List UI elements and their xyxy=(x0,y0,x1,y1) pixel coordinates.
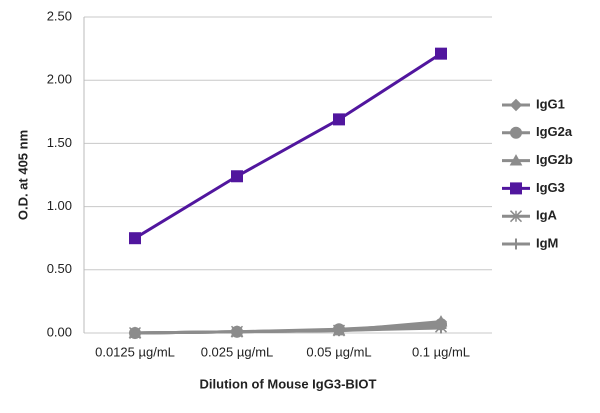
marker xyxy=(435,47,447,60)
series-line xyxy=(134,326,442,335)
legend-label: IgG2b xyxy=(536,152,573,167)
legend-marker xyxy=(509,154,523,166)
y-tick-label: 2.00 xyxy=(47,72,72,87)
marker xyxy=(129,327,141,339)
y-tick-label: 1.00 xyxy=(47,198,72,213)
marker xyxy=(231,326,243,338)
y-axis-label: O.D. at 405 nm xyxy=(15,130,30,220)
marker xyxy=(231,170,243,183)
x-tick-label: 0.025 µg/mL xyxy=(201,344,274,359)
legend-marker xyxy=(510,182,522,195)
marker xyxy=(129,232,141,245)
legend-label: IgA xyxy=(536,208,558,223)
legend-marker xyxy=(509,210,523,223)
marker xyxy=(333,324,345,336)
y-tick-label: 1.50 xyxy=(47,135,72,150)
legend-marker xyxy=(509,98,523,112)
legend-label: IgG2a xyxy=(536,124,573,139)
x-tick-label: 0.1 µg/mL xyxy=(412,344,470,359)
marker xyxy=(333,113,345,126)
y-tick-label: 2.50 xyxy=(47,8,72,23)
legend-marker xyxy=(510,126,522,139)
legend-label: IgM xyxy=(536,235,558,250)
x-axis-label: Dilution of Mouse IgG3-BIOT xyxy=(200,376,377,391)
legend-label: IgG1 xyxy=(536,96,565,111)
legend-label: IgG3 xyxy=(536,180,565,195)
marker xyxy=(435,322,447,334)
series-line xyxy=(134,52,442,240)
y-tick-label: 0.00 xyxy=(47,324,72,339)
x-tick-label: 0.05 µg/mL xyxy=(306,344,371,359)
legend-marker xyxy=(510,238,522,250)
x-tick-label: 0.0125 µg/mL xyxy=(95,344,175,359)
y-tick-label: 0.50 xyxy=(47,261,72,276)
